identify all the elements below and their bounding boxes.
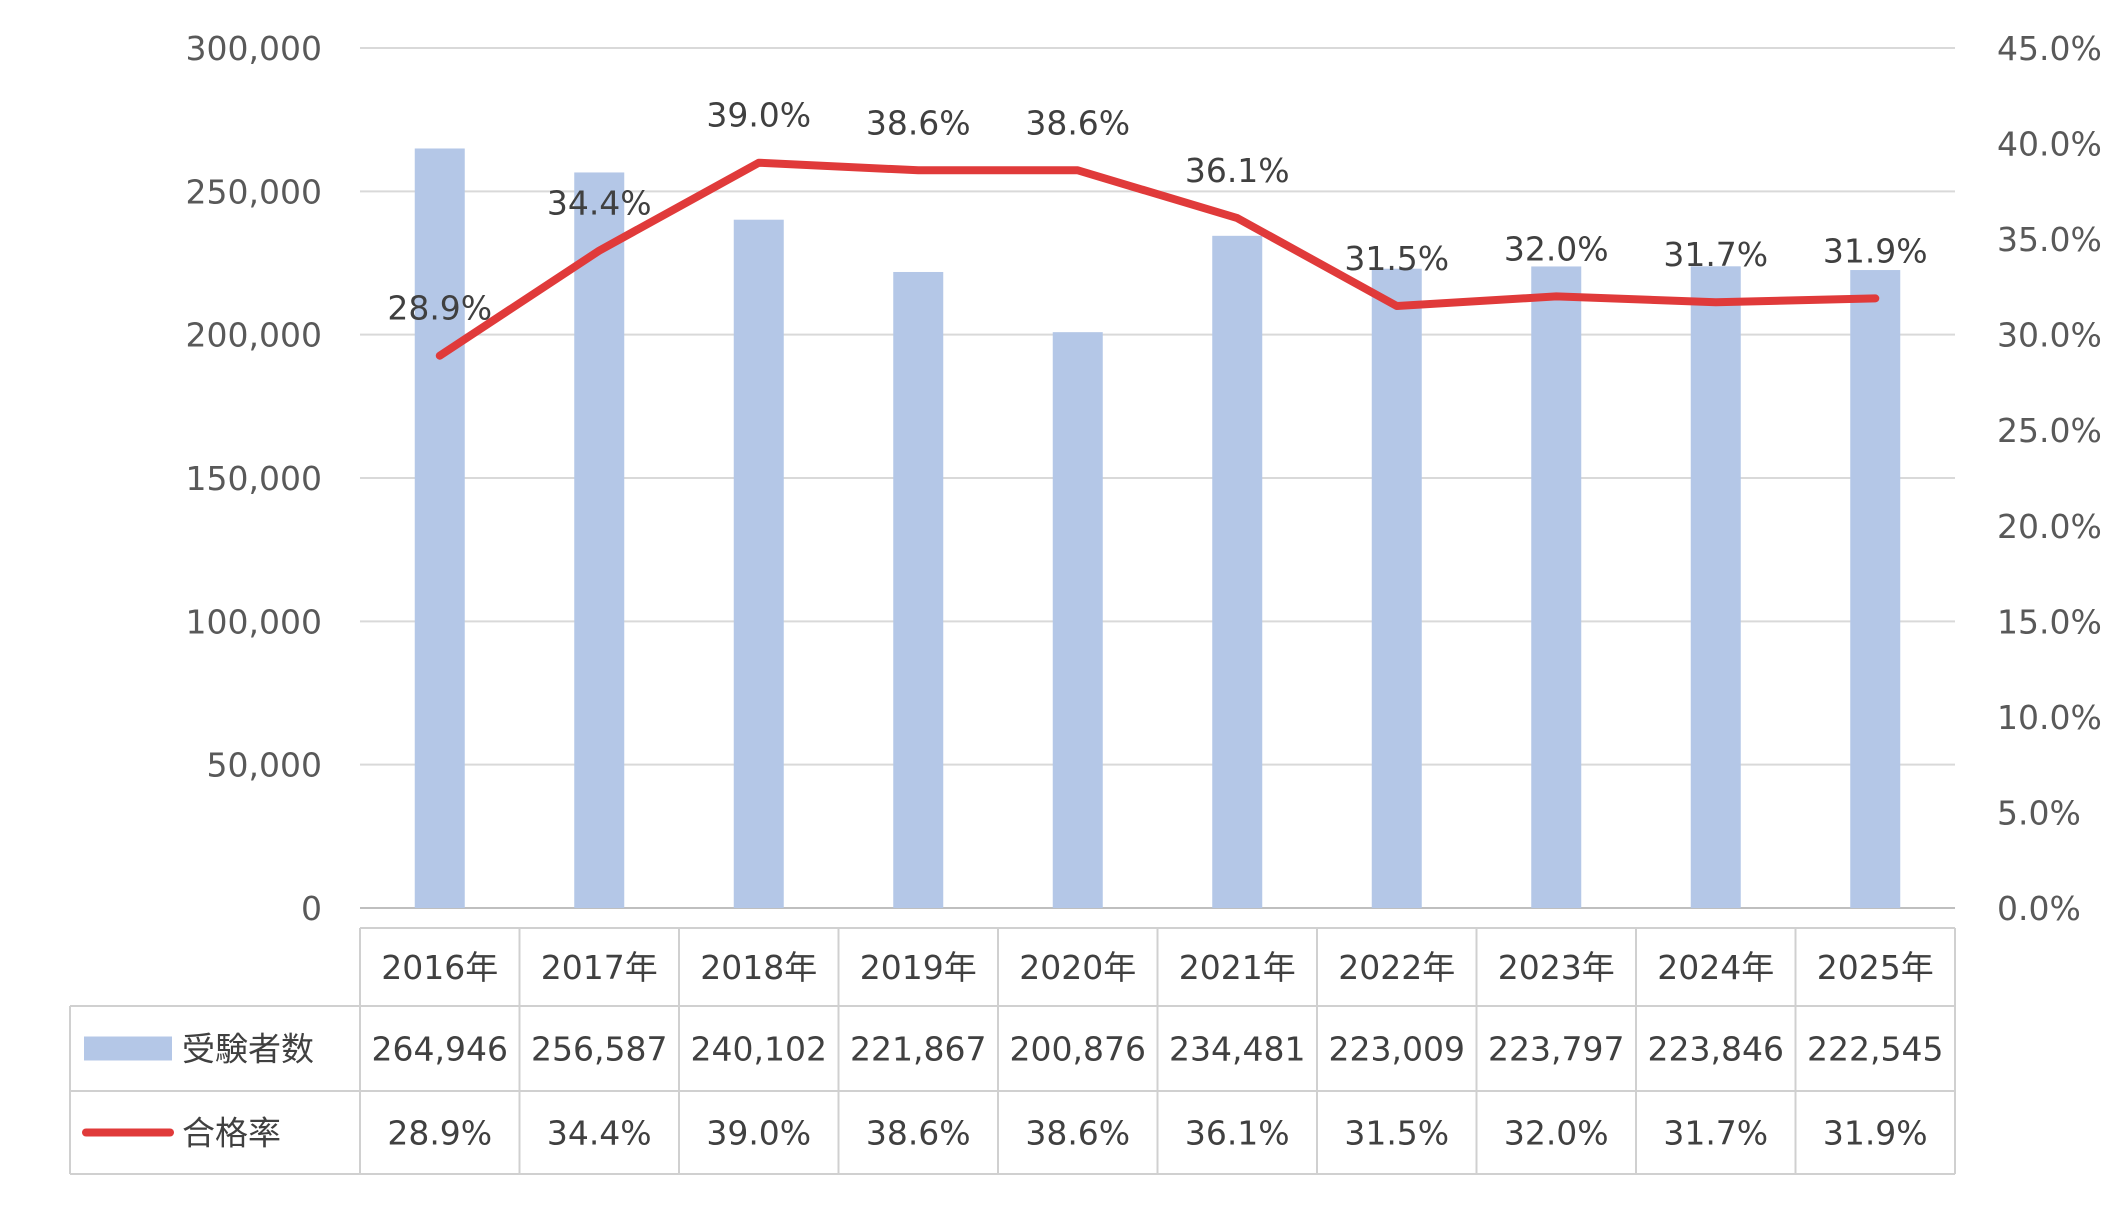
data-table: 2016年 2017年 2018年 2019年 2020年 2021年 2022年 2023年… [69,927,1956,1175]
table-cell-examinees: 221,867 [850,1030,986,1069]
table-header-cell: 2022年 [1338,948,1455,987]
table-row-label: 合格率 [182,1114,281,1153]
table-cell-examinees: 264,946 [372,1030,508,1069]
right-axis-tick-labels: 0.0% 5.0% 10.0% 15.0% 20.0% 25.0% 30.0% 35.0% 40… [1997,29,2102,928]
line-data-labels: 28.9% 34.4% 39.0% 38.6% 38.6% 36.1% 31.5% 32.0%… [387,96,1927,328]
table-cell-pass-rate: 32.0% [1504,1114,1609,1153]
table-cell-pass-rate: 34.4% [547,1114,652,1153]
table-cell-examinees: 200,876 [1010,1030,1146,1069]
line-point [1555,295,1558,298]
table-header-cell: 2019年 [860,948,977,987]
table-cell-examinees: 240,102 [691,1030,827,1069]
y-left-tick-label: 200,000 [186,316,322,355]
bar [893,271,944,908]
y-right-tick-label: 15.0% [1997,602,2102,641]
line-point [1236,217,1239,220]
bar [414,148,465,908]
table-cell-pass-rate: 39.0% [706,1114,811,1153]
table-cell-pass-rate: 31.5% [1344,1114,1449,1153]
bar [1212,235,1263,908]
y-left-tick-label: 250,000 [186,172,322,211]
y-right-tick-label: 10.0% [1997,698,2102,737]
table-cell-pass-rate: 28.9% [387,1114,492,1153]
y-left-tick-label: 50,000 [207,746,322,785]
y-right-tick-label: 20.0% [1997,507,2102,546]
y-right-tick-label: 25.0% [1997,411,2102,450]
line-data-label: 31.9% [1823,231,1928,270]
table-cell-pass-rate: 36.1% [1185,1114,1290,1153]
table-cell-pass-rate: 31.7% [1663,1114,1768,1153]
table-cell-pass-rate: 38.6% [1025,1114,1130,1153]
y-left-tick-label: 150,000 [186,459,322,498]
table-header-cell: 2023年 [1498,948,1615,987]
line-data-label: 39.0% [706,96,811,135]
bar [1690,266,1741,909]
line-point [1874,297,1877,300]
line-data-label: 32.0% [1504,229,1609,268]
line-point [1076,169,1079,172]
line-data-label: 38.6% [1025,103,1130,142]
table-header-cell: 2017年 [541,948,658,987]
line-point [1395,305,1398,307]
table-cell-examinees: 234,481 [1169,1030,1305,1069]
table-cell-examinees: 223,797 [1488,1030,1624,1069]
line-point [598,249,601,252]
y-right-tick-label: 40.0% [1997,125,2102,164]
line-point [917,169,920,172]
legend-key-bar [84,1036,172,1061]
bar [1052,332,1103,908]
y-right-tick-label: 5.0% [1997,793,2081,832]
table-cell-examinees: 223,009 [1329,1030,1465,1069]
line-data-label: 36.1% [1185,151,1290,190]
bar [1531,266,1582,908]
table-header-cell: 2025年 [1817,948,1934,987]
table-cell-pass-rate: 31.9% [1823,1114,1928,1153]
y-right-tick-label: 0.0% [1997,889,2081,928]
table-cell-examinees: 256,587 [531,1030,667,1069]
line-data-label: 28.9% [387,289,492,328]
table-header-cell: 2024年 [1657,948,1774,987]
y-left-tick-label: 300,000 [186,29,322,68]
table-header-cell: 2021年 [1179,948,1296,987]
table-header-cell: 2016年 [381,948,498,987]
line-data-label: 38.6% [866,103,971,142]
line-series-pass-rate [435,158,1880,360]
table-header-cell: 2018年 [700,948,817,987]
y-left-tick-label: 100,000 [186,602,322,641]
pass-rate-line [435,158,1880,360]
bar [574,172,625,908]
y-right-tick-label: 45.0% [1997,29,2102,68]
line-point [438,354,441,357]
line-data-label: 31.7% [1663,235,1768,274]
line-point [757,161,760,164]
bar [1850,270,1901,908]
bar [1371,268,1422,908]
y-right-tick-label: 35.0% [1997,220,2102,259]
line-data-label: 31.5% [1344,239,1449,278]
table-cell-examinees: 222,545 [1807,1030,1943,1069]
bar-series-examinees [414,148,1901,909]
line-point [1714,301,1717,304]
bar [733,219,784,909]
table-row-label: 受験者数 [182,1030,314,1069]
table-cell-pass-rate: 38.6% [866,1114,971,1153]
table-header-cell: 2020年 [1019,948,1136,987]
table-cell-examinees: 223,846 [1648,1030,1784,1069]
left-axis-tick-labels: 0 50,000 100,000 150,000 200,000 250,000 300,0… [186,29,322,928]
line-data-label: 34.4% [547,184,652,223]
y-left-tick-label: 0 [301,889,322,928]
y-right-tick-label: 30.0% [1997,316,2102,355]
